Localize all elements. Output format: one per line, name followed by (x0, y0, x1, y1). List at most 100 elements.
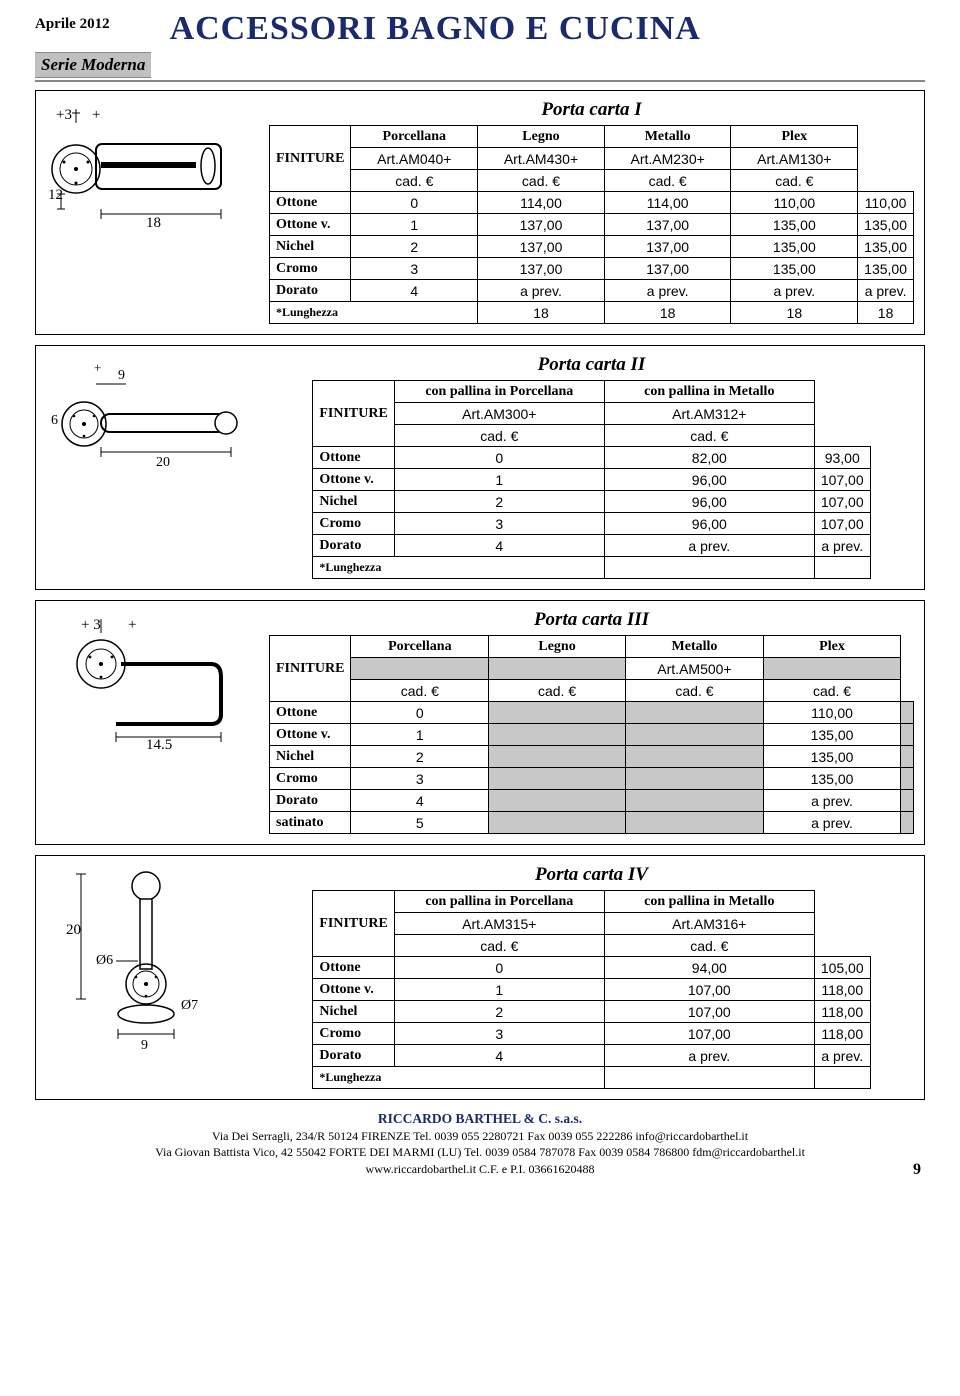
cell: 18 (858, 302, 914, 324)
row-label: Dorato (270, 790, 351, 812)
cell (604, 1067, 814, 1089)
art-code: Art.AM315+ (394, 913, 604, 935)
finiture-label: FINITURE (276, 151, 344, 166)
col-hdr: Plex (731, 126, 858, 148)
art-code: Art.AM316+ (604, 913, 814, 935)
diagram-2: + 9 6 20 (46, 354, 251, 494)
cell: 137,00 (478, 214, 605, 236)
art-code (489, 658, 626, 680)
cell: 135,00 (858, 214, 914, 236)
svg-text:+ 3: + 3 (81, 617, 101, 633)
cell (901, 702, 914, 724)
cad-label: cad. € (764, 680, 901, 702)
section-porta-carta-iv: 20 Ø6 Ø7 9 (35, 855, 925, 1100)
row-num: 3 (351, 768, 489, 790)
row-label: Ottone (270, 702, 351, 724)
col-hdr: con pallina in Metallo (604, 381, 814, 403)
cell (625, 724, 763, 746)
cell: 94,00 (604, 957, 814, 979)
cell: 118,00 (814, 979, 870, 1001)
cell: 137,00 (604, 214, 731, 236)
cell: a prev. (604, 535, 814, 557)
col-hdr: con pallina in Metallo (604, 891, 814, 913)
cell: 135,00 (764, 746, 901, 768)
cell: a prev. (858, 280, 914, 302)
cad-label: cad. € (478, 170, 605, 192)
art-code: Art.AM312+ (604, 403, 814, 425)
svg-text:14.5: 14.5 (146, 737, 172, 753)
row-num: 0 (394, 957, 604, 979)
cell: 107,00 (814, 469, 870, 491)
cad-label: cad. € (604, 425, 814, 447)
cad-label: cad. € (351, 680, 489, 702)
cell (901, 768, 914, 790)
diagram-3: + 3 + 14.5 (46, 609, 251, 764)
cell: 118,00 (814, 1001, 870, 1023)
cad-label: cad. € (394, 935, 604, 957)
cell: 137,00 (478, 236, 605, 258)
svg-text:6: 6 (51, 413, 58, 428)
cell: a prev. (731, 280, 858, 302)
cell: 107,00 (814, 491, 870, 513)
cad-label: cad. € (489, 680, 626, 702)
cell: 135,00 (731, 214, 858, 236)
cell: 105,00 (814, 957, 870, 979)
row-num: 1 (394, 979, 604, 1001)
cell: a prev. (814, 535, 870, 557)
col-hdr: Metallo (604, 126, 731, 148)
cell: 135,00 (858, 236, 914, 258)
lunghezza-label: *Lunghezza (313, 1067, 604, 1089)
row-label: Dorato (270, 280, 351, 302)
row-num: 3 (394, 1023, 604, 1045)
cell: 110,00 (764, 702, 901, 724)
row-num: 1 (351, 724, 489, 746)
cad-label: cad. € (625, 680, 763, 702)
row-num: 2 (394, 491, 604, 513)
table-porta-carta-iii: FINITURE Porcellana Legno Metallo Plex A… (269, 635, 914, 834)
cell (625, 702, 763, 724)
row-label: Nichel (313, 491, 394, 513)
product-title: Porta carta IV (269, 864, 914, 886)
row-num: 1 (351, 214, 478, 236)
cell: 107,00 (604, 979, 814, 1001)
company-name: RICCARDO BARTHEL & C. s.a.s. (35, 1110, 925, 1128)
cell: 93,00 (814, 447, 870, 469)
series-label: Serie Moderna (35, 52, 151, 78)
finiture-label: FINITURE (276, 661, 344, 676)
row-num: 1 (394, 469, 604, 491)
svg-text:Ø6: Ø6 (96, 953, 113, 968)
cell: 96,00 (604, 469, 814, 491)
cell: 18 (604, 302, 731, 324)
diagram-4: 20 Ø6 Ø7 9 (46, 864, 251, 1064)
cell (625, 790, 763, 812)
cell (814, 1067, 870, 1089)
cad-label: cad. € (604, 170, 731, 192)
cad-label: cad. € (394, 425, 604, 447)
svg-text:20: 20 (156, 455, 170, 470)
svg-text:9: 9 (141, 1038, 148, 1053)
row-label: Dorato (313, 1045, 394, 1067)
cell: 118,00 (814, 1023, 870, 1045)
cell: 114,00 (604, 192, 731, 214)
row-num: 0 (351, 192, 478, 214)
cell: 107,00 (814, 513, 870, 535)
row-num: 2 (394, 1001, 604, 1023)
row-label: Ottone v. (313, 469, 394, 491)
art-code: Art.AM130+ (731, 148, 858, 170)
col-hdr: Metallo (625, 636, 763, 658)
cell: a prev. (604, 280, 731, 302)
cell (604, 557, 814, 579)
cell: 137,00 (604, 258, 731, 280)
row-label: Cromo (313, 1023, 394, 1045)
row-num: 4 (351, 280, 478, 302)
row-num: 4 (394, 1045, 604, 1067)
table-porta-carta-iv: FINITURE con pallina in Porcellana con p… (312, 890, 870, 1089)
cell: 82,00 (604, 447, 814, 469)
cell (489, 746, 626, 768)
cell: 135,00 (764, 768, 901, 790)
svg-text:+: + (92, 107, 100, 123)
cell (625, 812, 763, 834)
table-porta-carta-ii: FINITURE con pallina in Porcellana con p… (312, 380, 870, 579)
art-code: Art.AM040+ (351, 148, 478, 170)
cell: 110,00 (731, 192, 858, 214)
